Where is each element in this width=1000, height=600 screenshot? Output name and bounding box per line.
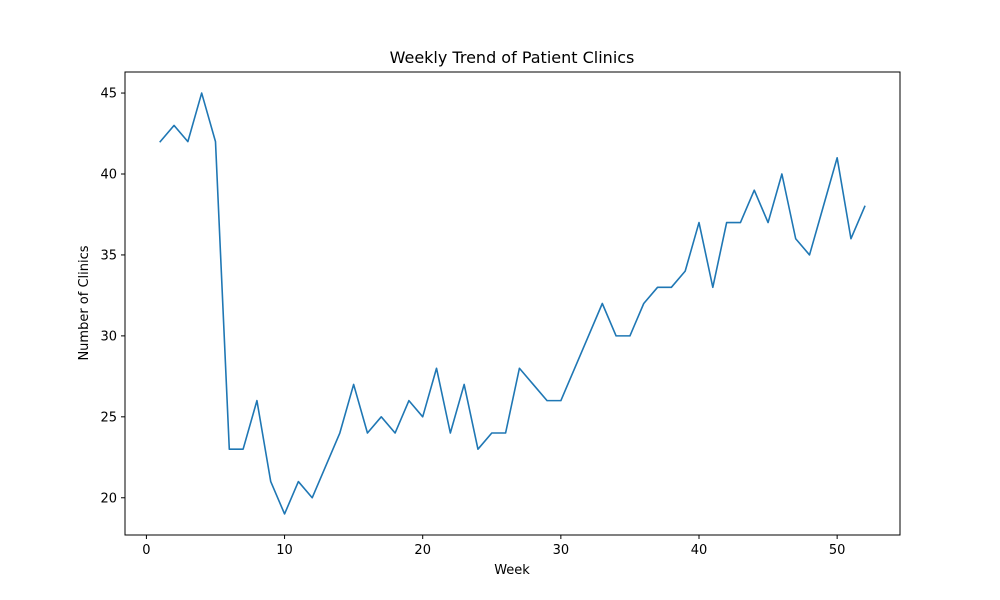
x-tick-label: 30: [553, 543, 570, 558]
series-layer: [159, 92, 866, 515]
x-tick-label: 40: [691, 543, 708, 558]
x-axis-ticks: 0 10 20 30 40 50: [142, 535, 845, 558]
y-tick-label: 20: [100, 491, 117, 506]
y-axis-label: Number of Clinics: [77, 245, 92, 360]
y-axis-ticks: 20 25 30 35 40 45: [100, 87, 125, 506]
y-tick-label: 35: [100, 248, 117, 263]
x-tick-label: 0: [142, 543, 150, 558]
y-tick-label: 40: [100, 167, 117, 182]
y-tick-label: 30: [100, 329, 117, 344]
plot-area-frame: [124, 71, 901, 536]
x-tick-label: 10: [276, 543, 293, 558]
series-line: [159, 92, 866, 515]
chart-title: Weekly Trend of Patient Clinics: [390, 48, 635, 67]
x-tick-label: 20: [414, 543, 431, 558]
y-tick-label: 45: [100, 87, 117, 102]
x-axis-label: Week: [494, 563, 530, 578]
x-tick-label: 50: [829, 543, 846, 558]
y-tick-label: 25: [100, 410, 117, 425]
